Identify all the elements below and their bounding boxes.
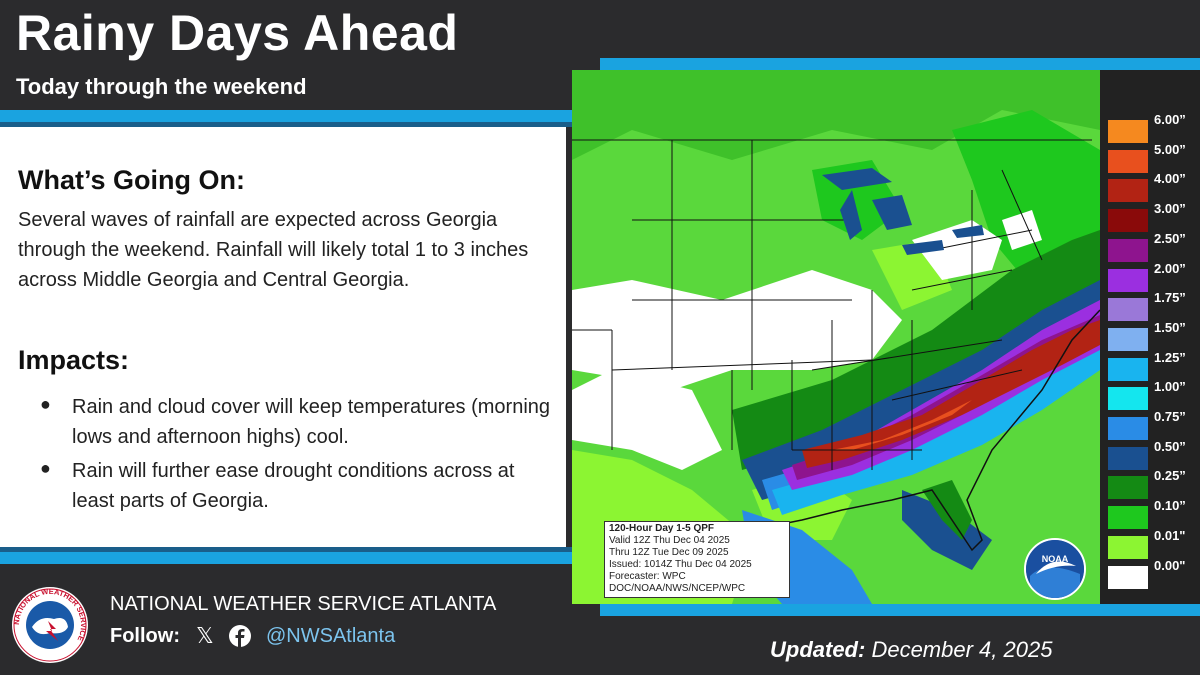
- legend-swatch: [1108, 149, 1148, 173]
- legend-row: 2.00”: [1108, 261, 1198, 298]
- section-heading-whats-going-on: What’s Going On:: [18, 165, 245, 195]
- legend-swatch: [1108, 535, 1148, 559]
- legend-label: 1.00”: [1154, 379, 1186, 395]
- legend-row: 3.00”: [1108, 201, 1198, 238]
- legend-label: 1.25”: [1154, 349, 1186, 365]
- legend-row: 6.00”: [1108, 112, 1198, 149]
- impact-bullet: Rain and cloud cover will keep temperatu…: [72, 396, 551, 448]
- social-handle-link[interactable]: @NWSAtlanta: [266, 625, 396, 647]
- legend-label: 0.75”: [1154, 409, 1186, 424]
- legend-label: 6.00”: [1154, 112, 1186, 127]
- legend-row: 1.50”: [1108, 320, 1198, 357]
- legend-row: 0.25”: [1108, 468, 1198, 505]
- legend-row: 1.75”: [1108, 290, 1198, 327]
- legend-swatch: [1108, 357, 1148, 381]
- map-info-title: 120-Hour Day 1-5 QPF: [609, 523, 715, 534]
- accent-stripe: [0, 552, 600, 564]
- legend-swatch: [1108, 298, 1148, 322]
- org-name: NATIONAL WEATHER SERVICE ATLANTA: [110, 593, 497, 615]
- legend-row: 1.00”: [1108, 379, 1198, 416]
- follow-label: Follow:: [110, 625, 180, 647]
- legend-swatch: [1108, 446, 1148, 470]
- page-subtitle: Today through the weekend: [16, 74, 307, 99]
- bullet-dot-icon: ●: [40, 394, 51, 414]
- legend-label: 1.75”: [1154, 290, 1186, 306]
- noaa-logo: NOAA: [1024, 538, 1086, 600]
- accent-stripe: [0, 122, 600, 127]
- updated-label: Updated:: [770, 637, 866, 662]
- legend-label: 0.10”: [1154, 498, 1186, 514]
- legend-row: 1.25”: [1108, 350, 1198, 387]
- map-info-line: Valid 12Z Thu Dec 04 2025: [609, 535, 730, 546]
- bullet-dot-icon: ●: [40, 458, 51, 478]
- accent-stripe: [0, 110, 600, 122]
- legend-label: 2.00”: [1154, 260, 1186, 276]
- legend-label: 3.00”: [1154, 201, 1186, 217]
- accent-stripe: [600, 58, 1200, 70]
- legend-row: 5.00”: [1108, 142, 1198, 179]
- legend-swatch: [1108, 268, 1148, 292]
- accent-stripe: [0, 547, 600, 552]
- accent-stripe: [600, 604, 1200, 616]
- qpf-map-image: [572, 70, 1100, 604]
- legend-swatch: [1108, 179, 1148, 203]
- legend-swatch: [1108, 327, 1148, 351]
- legend-label: 0.01": [1154, 527, 1186, 543]
- legend-label: 0.25”: [1154, 468, 1186, 484]
- content-panel: What’s Going On: Several waves of rainfa…: [0, 127, 566, 547]
- legend-swatch: [1108, 565, 1148, 589]
- map-info-line: Issued: 1014Z Thu Dec 04 2025: [609, 559, 752, 570]
- updated-date: December 4, 2025: [871, 637, 1053, 662]
- legend-row: 0.50”: [1108, 439, 1198, 476]
- legend-row: 2.50”: [1108, 231, 1198, 268]
- legend-swatch: [1108, 238, 1148, 262]
- legend-swatch: [1108, 387, 1148, 411]
- legend-swatch: [1108, 476, 1148, 500]
- legend-label: 2.50”: [1154, 230, 1186, 246]
- legend-row: 0.10”: [1108, 498, 1198, 535]
- impact-bullet: Rain will further ease drought condition…: [72, 460, 515, 512]
- x-icon[interactable]: 𝕏: [196, 623, 214, 648]
- noaa-bird-icon: NOAA: [1026, 540, 1084, 598]
- legend-swatch: [1108, 209, 1148, 233]
- legend-swatch: [1108, 120, 1148, 143]
- map-info-box: 120-Hour Day 1-5 QPF Valid 12Z Thu Dec 0…: [604, 521, 790, 598]
- qpf-map: [572, 70, 1100, 604]
- legend-label: 5.00”: [1154, 141, 1186, 157]
- page-title: Rainy Days Ahead: [16, 5, 459, 61]
- map-info-line: Thru 12Z Tue Dec 09 2025: [609, 547, 729, 558]
- rainfall-legend: 6.00” 5.00” 4.00” 3.00” 2.50” 2.00” 1.75” 1.50”…: [1100, 70, 1200, 604]
- legend-swatch: [1108, 506, 1148, 530]
- legend-label: 0.00": [1154, 557, 1186, 573]
- section-heading-impacts: Impacts:: [18, 345, 130, 375]
- legend-label: 1.50”: [1154, 319, 1186, 335]
- legend-label: 0.50”: [1154, 438, 1186, 454]
- facebook-icon[interactable]: [229, 625, 251, 652]
- nws-logo: NATIONAL WEATHER SERVICE: [10, 585, 90, 665]
- legend-label: 4.00”: [1154, 171, 1186, 187]
- section-body-whats-going-on: Several waves of rainfall are expected a…: [18, 209, 529, 291]
- map-info-line: Forecaster: WPC: [609, 571, 686, 582]
- legend-row: 4.00”: [1108, 171, 1198, 208]
- map-info-line: DOC/NOAA/NWS/NCEP/WPC: [609, 583, 746, 594]
- legend-row: 0.00": [1108, 558, 1198, 595]
- noaa-label: NOAA: [1042, 554, 1069, 564]
- legend-row: 0.75”: [1108, 409, 1198, 446]
- legend-row: 0.01": [1108, 528, 1198, 565]
- legend-swatch: [1108, 417, 1148, 440]
- updated-timestamp: Updated: December 4, 2025: [770, 637, 1052, 663]
